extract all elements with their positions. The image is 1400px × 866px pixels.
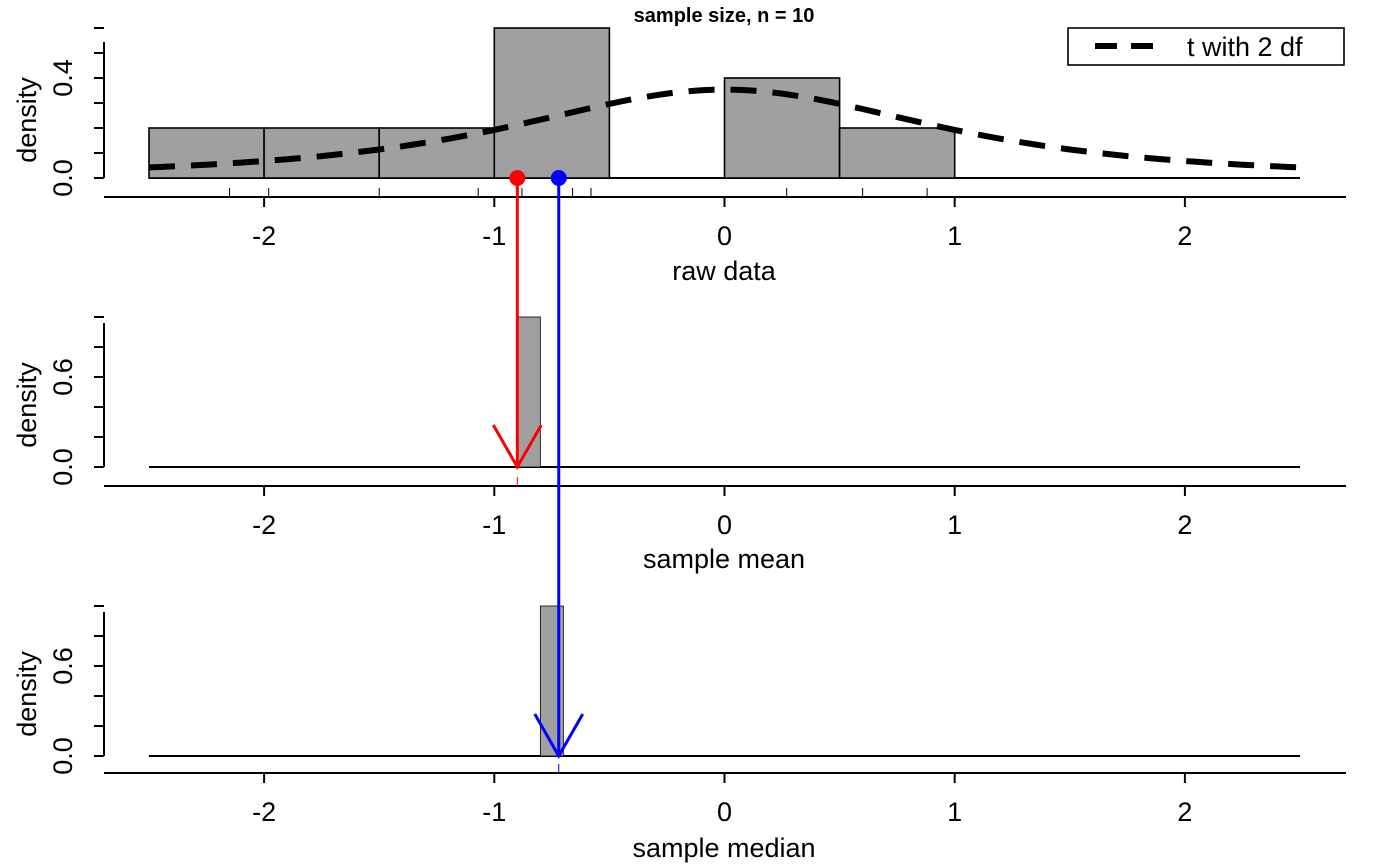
y-axis-title: density: [12, 362, 42, 448]
x-tick-label: 0: [717, 797, 732, 827]
y-axis-title: density: [12, 651, 42, 737]
median-point: [550, 170, 567, 186]
y-tick-label: 0.4: [48, 59, 78, 97]
y-tick-label: 0.6: [48, 647, 78, 685]
x-tick-label: 1: [947, 510, 962, 540]
density-curve-t: [148, 86, 1301, 171]
y-tick-label: 0.6: [48, 358, 78, 396]
x-tick-label: -2: [252, 797, 276, 827]
mean-arrow: [492, 178, 543, 471]
median-arrow-head: [533, 713, 585, 760]
x-tick-label: 2: [1177, 221, 1192, 251]
mean-point: [509, 170, 526, 186]
x-axis-title: sample median: [632, 833, 815, 863]
legend: t with 2 df: [1067, 27, 1345, 66]
x-tick-label: -1: [482, 221, 506, 251]
histogram-bar: [838, 127, 956, 179]
y-tick-label: 0.0: [48, 159, 78, 197]
x-tick-label: 0: [717, 510, 732, 540]
chart-title: sample size, n = 10: [634, 5, 815, 27]
x-tick-label: 1: [947, 797, 962, 827]
x-tick-label: -1: [482, 797, 506, 827]
x-tick-label: -2: [252, 221, 276, 251]
x-tick-label: -1: [482, 510, 506, 540]
histogram-bar: [493, 27, 611, 179]
legend-label: t with 2 df: [1187, 32, 1303, 62]
y-tick-label: 0.0: [48, 737, 78, 775]
x-tick-label: -2: [252, 510, 276, 540]
x-axis-title: sample mean: [643, 544, 805, 574]
x-tick-label: 2: [1177, 510, 1192, 540]
markers-overlay: [492, 170, 585, 760]
x-axis-title: raw data: [672, 256, 777, 286]
mean-arrow-head: [492, 424, 543, 471]
x-tick-label: 2: [1177, 797, 1192, 827]
median-arrow: [533, 178, 585, 760]
x-tick-label: 0: [717, 221, 732, 251]
y-tick-label: 0.0: [48, 448, 78, 486]
histogram-bar: [148, 127, 265, 179]
x-tick-label: 1: [947, 221, 962, 251]
histogram-bar: [378, 127, 496, 179]
y-axis-title: density: [12, 77, 42, 163]
